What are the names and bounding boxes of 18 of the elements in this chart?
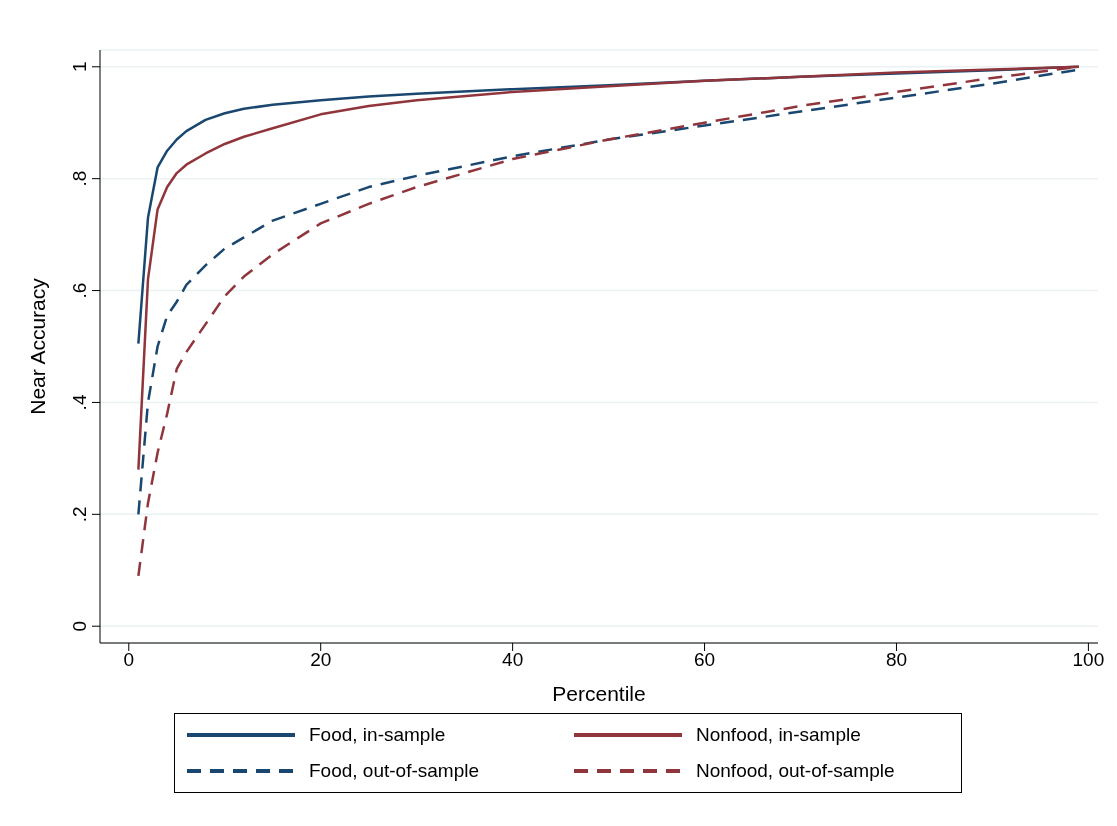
y-tick-label: .2 <box>69 506 90 523</box>
x-tick-label: 20 <box>310 649 332 671</box>
legend-label: Nonfood, in-sample <box>696 724 861 746</box>
x-tick-label: 80 <box>885 649 908 671</box>
y-tick-label: 0 <box>69 620 90 632</box>
y-tick-label: .4 <box>69 394 90 411</box>
x-tick-label: 40 <box>502 649 524 671</box>
y-tick-label: .6 <box>69 282 90 299</box>
y-axis-title: Near Accuracy <box>26 277 50 415</box>
legend-label: Food, out-of-sample <box>309 760 480 782</box>
legend-label: Food, in-sample <box>309 724 446 746</box>
x-axis-title: Percentile <box>552 682 646 705</box>
y-tick-label: .8 <box>69 170 90 187</box>
x-tick-label: 100 <box>1072 649 1105 671</box>
legend-label: Nonfood, out-of-sample <box>696 760 895 782</box>
x-tick-label: 0 <box>123 649 135 671</box>
y-tick-label: 1 <box>69 61 90 73</box>
x-tick-label: 60 <box>693 649 716 671</box>
